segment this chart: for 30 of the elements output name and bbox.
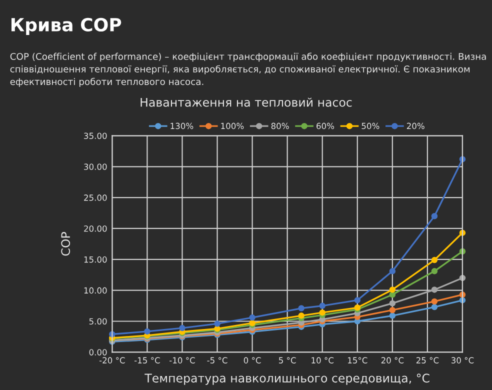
x-tick-label: 5 °C [279, 357, 296, 364]
chart-subtitle: COP (Coefficient of performance) – коефіцієнт трансформації або коефіцієнт продуктивності. Визна співвідношення теплової енергії, яка виробляється, до споживаної електричної. Є показником ефективності роботи теплового насоса. [10, 52, 486, 87]
y-tick-label: 15.00 [84, 256, 107, 263]
x-tick-label: 20 °C [381, 357, 404, 364]
y-tick-label: 0.00 [89, 349, 107, 356]
x-tick-label: 10 °C [312, 357, 334, 364]
y-axis-title: COP [61, 232, 70, 256]
x-tick-label: -15 °C [134, 357, 160, 364]
y-tick-label: 30.00 [84, 164, 107, 170]
x-tick-label: -20 °C [99, 357, 125, 364]
chart-title: Крива COP [12, 18, 122, 36]
x-tick-label: 25 °C [416, 357, 439, 364]
legend-label: 130% [170, 122, 194, 130]
y-tick-label: 35.00 [84, 132, 107, 140]
legend-label: 80% [271, 122, 289, 130]
legend-label: 60% [316, 122, 334, 130]
x-tick-label: 0 °C [244, 357, 261, 364]
legend-label: 100% [221, 122, 244, 130]
y-tick-label: 5.00 [89, 318, 107, 325]
x-axis-title: Температура навколишнього середовища, °C [144, 374, 430, 385]
x-tick-label: 30 °C [451, 357, 474, 364]
y-tick-label: 20.00 [84, 225, 107, 232]
legend-label: 50% [362, 122, 380, 130]
x-tick-label: 15°C [348, 357, 368, 364]
text: Навантаження на тепловий насос [140, 98, 352, 107]
x-tick-label: -10 °C [170, 357, 195, 364]
x-tick-label: -5 °C [207, 357, 228, 364]
y-tick-label: 10.00 [84, 287, 107, 294]
y-tick-label: 25.00 [84, 194, 107, 201]
legend-label: 20% [406, 122, 424, 130]
